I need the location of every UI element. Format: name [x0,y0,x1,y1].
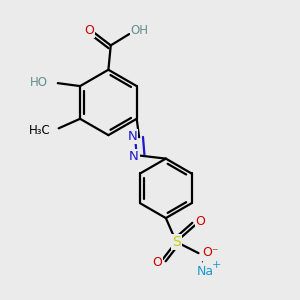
Text: +: + [212,260,221,270]
Text: O: O [152,256,162,268]
Text: O: O [196,215,206,228]
Text: O: O [84,24,94,37]
Text: O⁻: O⁻ [202,246,219,259]
Text: N: N [129,150,139,163]
Text: HO: HO [30,76,48,89]
Text: N: N [128,130,137,143]
Text: S: S [172,235,181,249]
Text: Na: Na [197,265,214,278]
Text: OH: OH [131,24,149,37]
Text: H₃C: H₃C [28,124,50,136]
